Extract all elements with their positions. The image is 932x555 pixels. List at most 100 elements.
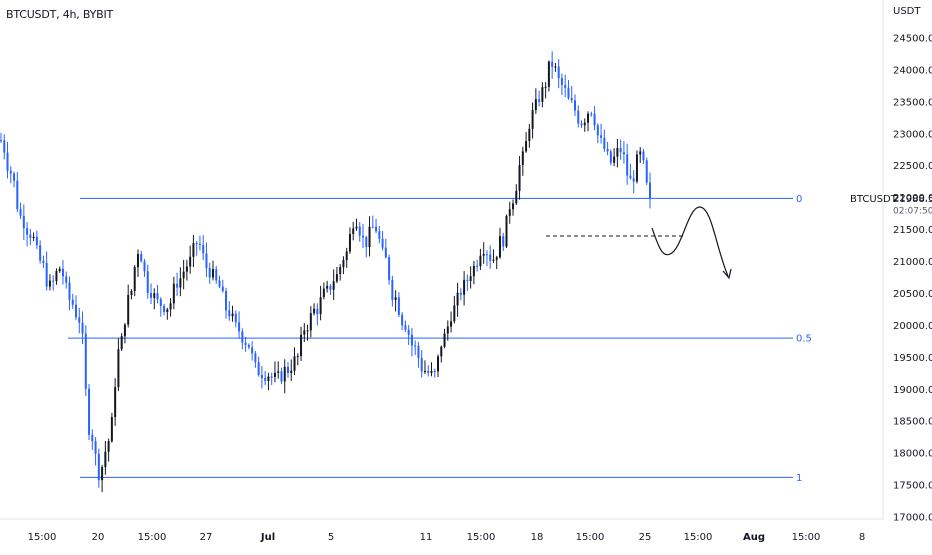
- candle[interactable]: [176, 272, 179, 297]
- candle[interactable]: [225, 287, 228, 319]
- candle[interactable]: [251, 341, 254, 361]
- candle[interactable]: [182, 259, 185, 290]
- candle[interactable]: [489, 245, 492, 269]
- candle[interactable]: [280, 367, 283, 385]
- candle[interactable]: [65, 271, 68, 289]
- candle[interactable]: [16, 172, 19, 213]
- candle[interactable]: [433, 368, 436, 378]
- candle[interactable]: [440, 345, 443, 363]
- candle[interactable]: [629, 163, 632, 180]
- candle[interactable]: [635, 150, 638, 184]
- candle[interactable]: [437, 354, 440, 377]
- candle[interactable]: [42, 255, 45, 268]
- candle[interactable]: [247, 343, 250, 350]
- candle[interactable]: [136, 249, 139, 277]
- candle[interactable]: [71, 293, 74, 309]
- candle[interactable]: [531, 102, 534, 139]
- candle[interactable]: [114, 378, 117, 426]
- candle[interactable]: [91, 429, 94, 450]
- candle[interactable]: [485, 250, 488, 267]
- candle[interactable]: [52, 275, 55, 291]
- candle[interactable]: [0, 132, 2, 143]
- candle[interactable]: [296, 353, 299, 366]
- candle[interactable]: [293, 347, 296, 375]
- candle[interactable]: [260, 365, 263, 389]
- candle[interactable]: [198, 235, 201, 251]
- candle[interactable]: [358, 222, 361, 242]
- candle[interactable]: [482, 242, 485, 264]
- candle[interactable]: [560, 73, 563, 96]
- candle[interactable]: [195, 241, 198, 256]
- candle[interactable]: [417, 341, 420, 368]
- candle[interactable]: [580, 120, 583, 129]
- candle[interactable]: [101, 464, 104, 493]
- candle[interactable]: [75, 295, 78, 321]
- candle[interactable]: [159, 297, 162, 317]
- candle[interactable]: [381, 231, 384, 251]
- candle[interactable]: [564, 74, 567, 98]
- candle[interactable]: [140, 250, 143, 263]
- candle[interactable]: [117, 338, 120, 391]
- candle[interactable]: [642, 149, 645, 164]
- candle[interactable]: [283, 359, 286, 394]
- candle[interactable]: [329, 284, 332, 295]
- candle[interactable]: [228, 301, 231, 321]
- candle[interactable]: [39, 240, 42, 264]
- candle[interactable]: [622, 141, 625, 164]
- candle[interactable]: [342, 256, 345, 275]
- candle[interactable]: [600, 123, 603, 144]
- candle[interactable]: [211, 260, 214, 281]
- candle[interactable]: [528, 124, 531, 148]
- candle[interactable]: [81, 311, 84, 345]
- candle[interactable]: [78, 307, 81, 334]
- candle[interactable]: [423, 360, 426, 374]
- candle[interactable]: [541, 82, 544, 108]
- candle[interactable]: [446, 320, 449, 341]
- candle[interactable]: [404, 320, 407, 333]
- candle[interactable]: [241, 328, 244, 350]
- candle[interactable]: [127, 284, 130, 328]
- candle[interactable]: [185, 259, 188, 281]
- candle[interactable]: [632, 170, 635, 194]
- candle[interactable]: [218, 275, 221, 289]
- candle[interactable]: [286, 361, 289, 378]
- candle[interactable]: [309, 306, 312, 338]
- candle[interactable]: [270, 372, 273, 385]
- candle[interactable]: [508, 201, 511, 224]
- candle[interactable]: [443, 328, 446, 349]
- candle[interactable]: [476, 259, 479, 272]
- candle[interactable]: [626, 143, 629, 185]
- candle[interactable]: [606, 141, 609, 156]
- candle[interactable]: [645, 157, 648, 186]
- candle[interactable]: [107, 438, 110, 462]
- candle[interactable]: [267, 372, 270, 391]
- candle[interactable]: [189, 245, 192, 274]
- candle[interactable]: [110, 412, 113, 443]
- candle[interactable]: [326, 280, 329, 293]
- candle[interactable]: [300, 326, 303, 361]
- candle[interactable]: [22, 204, 25, 240]
- candle[interactable]: [365, 235, 368, 258]
- candle[interactable]: [479, 248, 482, 270]
- candle[interactable]: [231, 305, 234, 322]
- candle[interactable]: [153, 288, 156, 310]
- candle[interactable]: [45, 251, 48, 291]
- candle[interactable]: [215, 266, 218, 284]
- candle[interactable]: [596, 123, 599, 144]
- candle[interactable]: [525, 132, 528, 153]
- candle[interactable]: [3, 134, 6, 160]
- candle[interactable]: [146, 264, 149, 299]
- candle[interactable]: [371, 215, 374, 229]
- candle[interactable]: [538, 90, 541, 107]
- candle[interactable]: [339, 264, 342, 281]
- candle[interactable]: [313, 303, 316, 316]
- candle[interactable]: [150, 283, 153, 305]
- candle[interactable]: [316, 303, 319, 326]
- candle[interactable]: [401, 311, 404, 331]
- candle[interactable]: [414, 340, 417, 356]
- candle[interactable]: [123, 323, 126, 344]
- candle[interactable]: [48, 274, 51, 291]
- candle[interactable]: [603, 129, 606, 152]
- candle[interactable]: [84, 325, 87, 397]
